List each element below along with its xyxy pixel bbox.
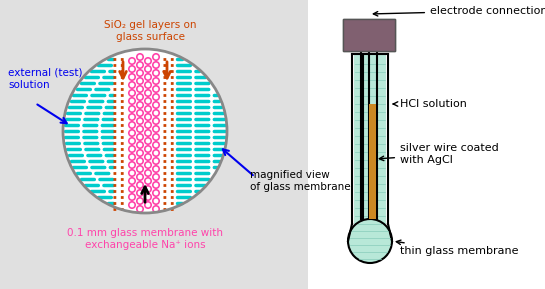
Bar [351,18,389,55]
Text: silver wire coated
with AgCl: silver wire coated with AgCl [379,143,499,165]
Bar [354,54,386,224]
Text: electrode connection: electrode connection [373,6,545,16]
Text: magnified view
of glass membrane: magnified view of glass membrane [250,170,350,192]
Circle shape [348,219,392,263]
Bar [369,104,376,219]
Bar [0,0,308,289]
Circle shape [63,49,227,213]
Bar [343,19,395,51]
Text: external (test)
solution: external (test) solution [8,68,82,90]
Text: HCl solution: HCl solution [393,99,467,109]
Text: thin glass membrane: thin glass membrane [396,240,518,256]
Bar [343,19,395,51]
Text: SiO₂ gel layers on
glass surface: SiO₂ gel layers on glass surface [104,20,196,42]
Text: 0.1 mm glass membrane with
exchangeable Na⁺ ions: 0.1 mm glass membrane with exchangeable … [67,228,223,250]
